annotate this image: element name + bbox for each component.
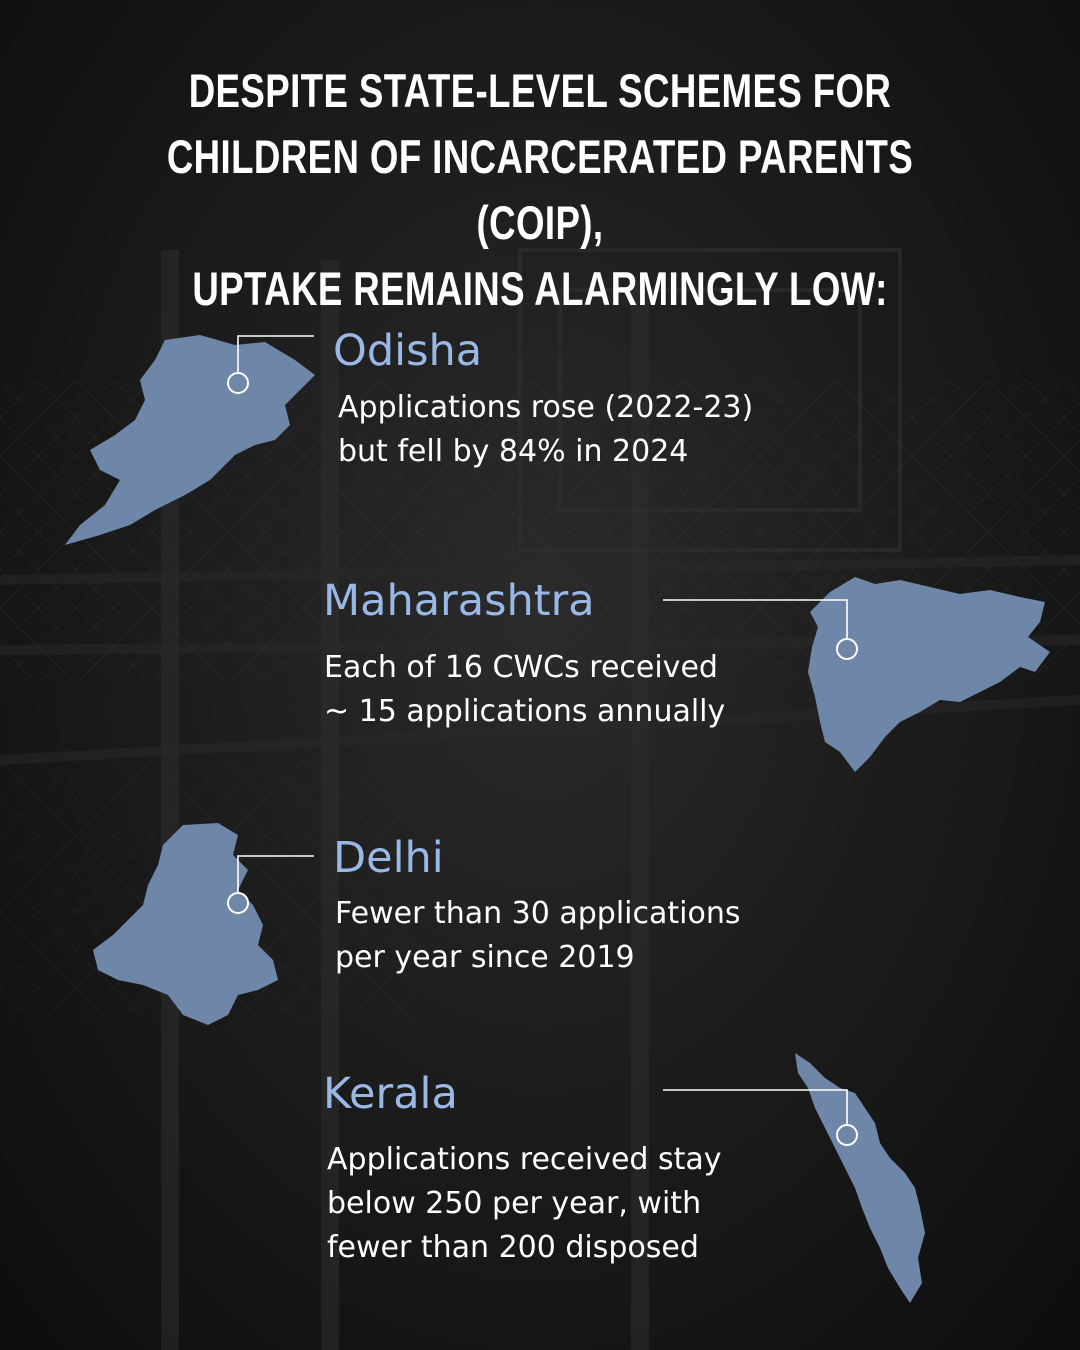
kerala-desc-line-3: fewer than 200 disposed [327, 1230, 699, 1265]
maharashtra-title: Maharashtra [323, 576, 595, 626]
kerala-description: Applications received stay below 250 per… [327, 1138, 722, 1270]
odisha-desc-line-1: Applications rose (2022-23) [338, 390, 754, 425]
maharashtra-desc-line-2: ~ 15 applications annually [324, 694, 726, 729]
headline-line-2: CHILDREN OF INCARCERATED PARENTS (COIP), [166, 130, 914, 249]
odisha-description: Applications rose (2022-23) but fell by … [338, 386, 753, 474]
odisha-desc-line-2: but fell by 84% in 2024 [338, 434, 689, 469]
kerala-map-icon [795, 1053, 925, 1303]
odisha-title: Odisha [333, 326, 483, 376]
kerala-title: Kerala [323, 1069, 458, 1119]
headline-line-1: DESPITE STATE-LEVEL SCHEMES FOR [188, 64, 892, 117]
maharashtra-map-icon [808, 577, 1050, 772]
delhi-desc-line-1: Fewer than 30 applications [335, 896, 741, 931]
headline-line-3: UPTAKE REMAINS ALARMINGLY LOW: [192, 262, 888, 315]
maharashtra-description: Each of 16 CWCs received ~ 15 applicatio… [324, 646, 725, 734]
kerala-desc-line-2: below 250 per year, with [327, 1186, 702, 1221]
delhi-desc-line-2: per year since 2019 [335, 940, 635, 975]
delhi-title: Delhi [333, 833, 444, 883]
odisha-map-icon [65, 335, 315, 545]
delhi-description: Fewer than 30 applications per year sinc… [335, 892, 740, 980]
maharashtra-desc-line-1: Each of 16 CWCs received [324, 650, 718, 685]
kerala-desc-line-1: Applications received stay [327, 1142, 722, 1177]
headline: DESPITE STATE-LEVEL SCHEMES FOR CHILDREN… [150, 58, 930, 322]
delhi-map-icon [93, 823, 278, 1025]
